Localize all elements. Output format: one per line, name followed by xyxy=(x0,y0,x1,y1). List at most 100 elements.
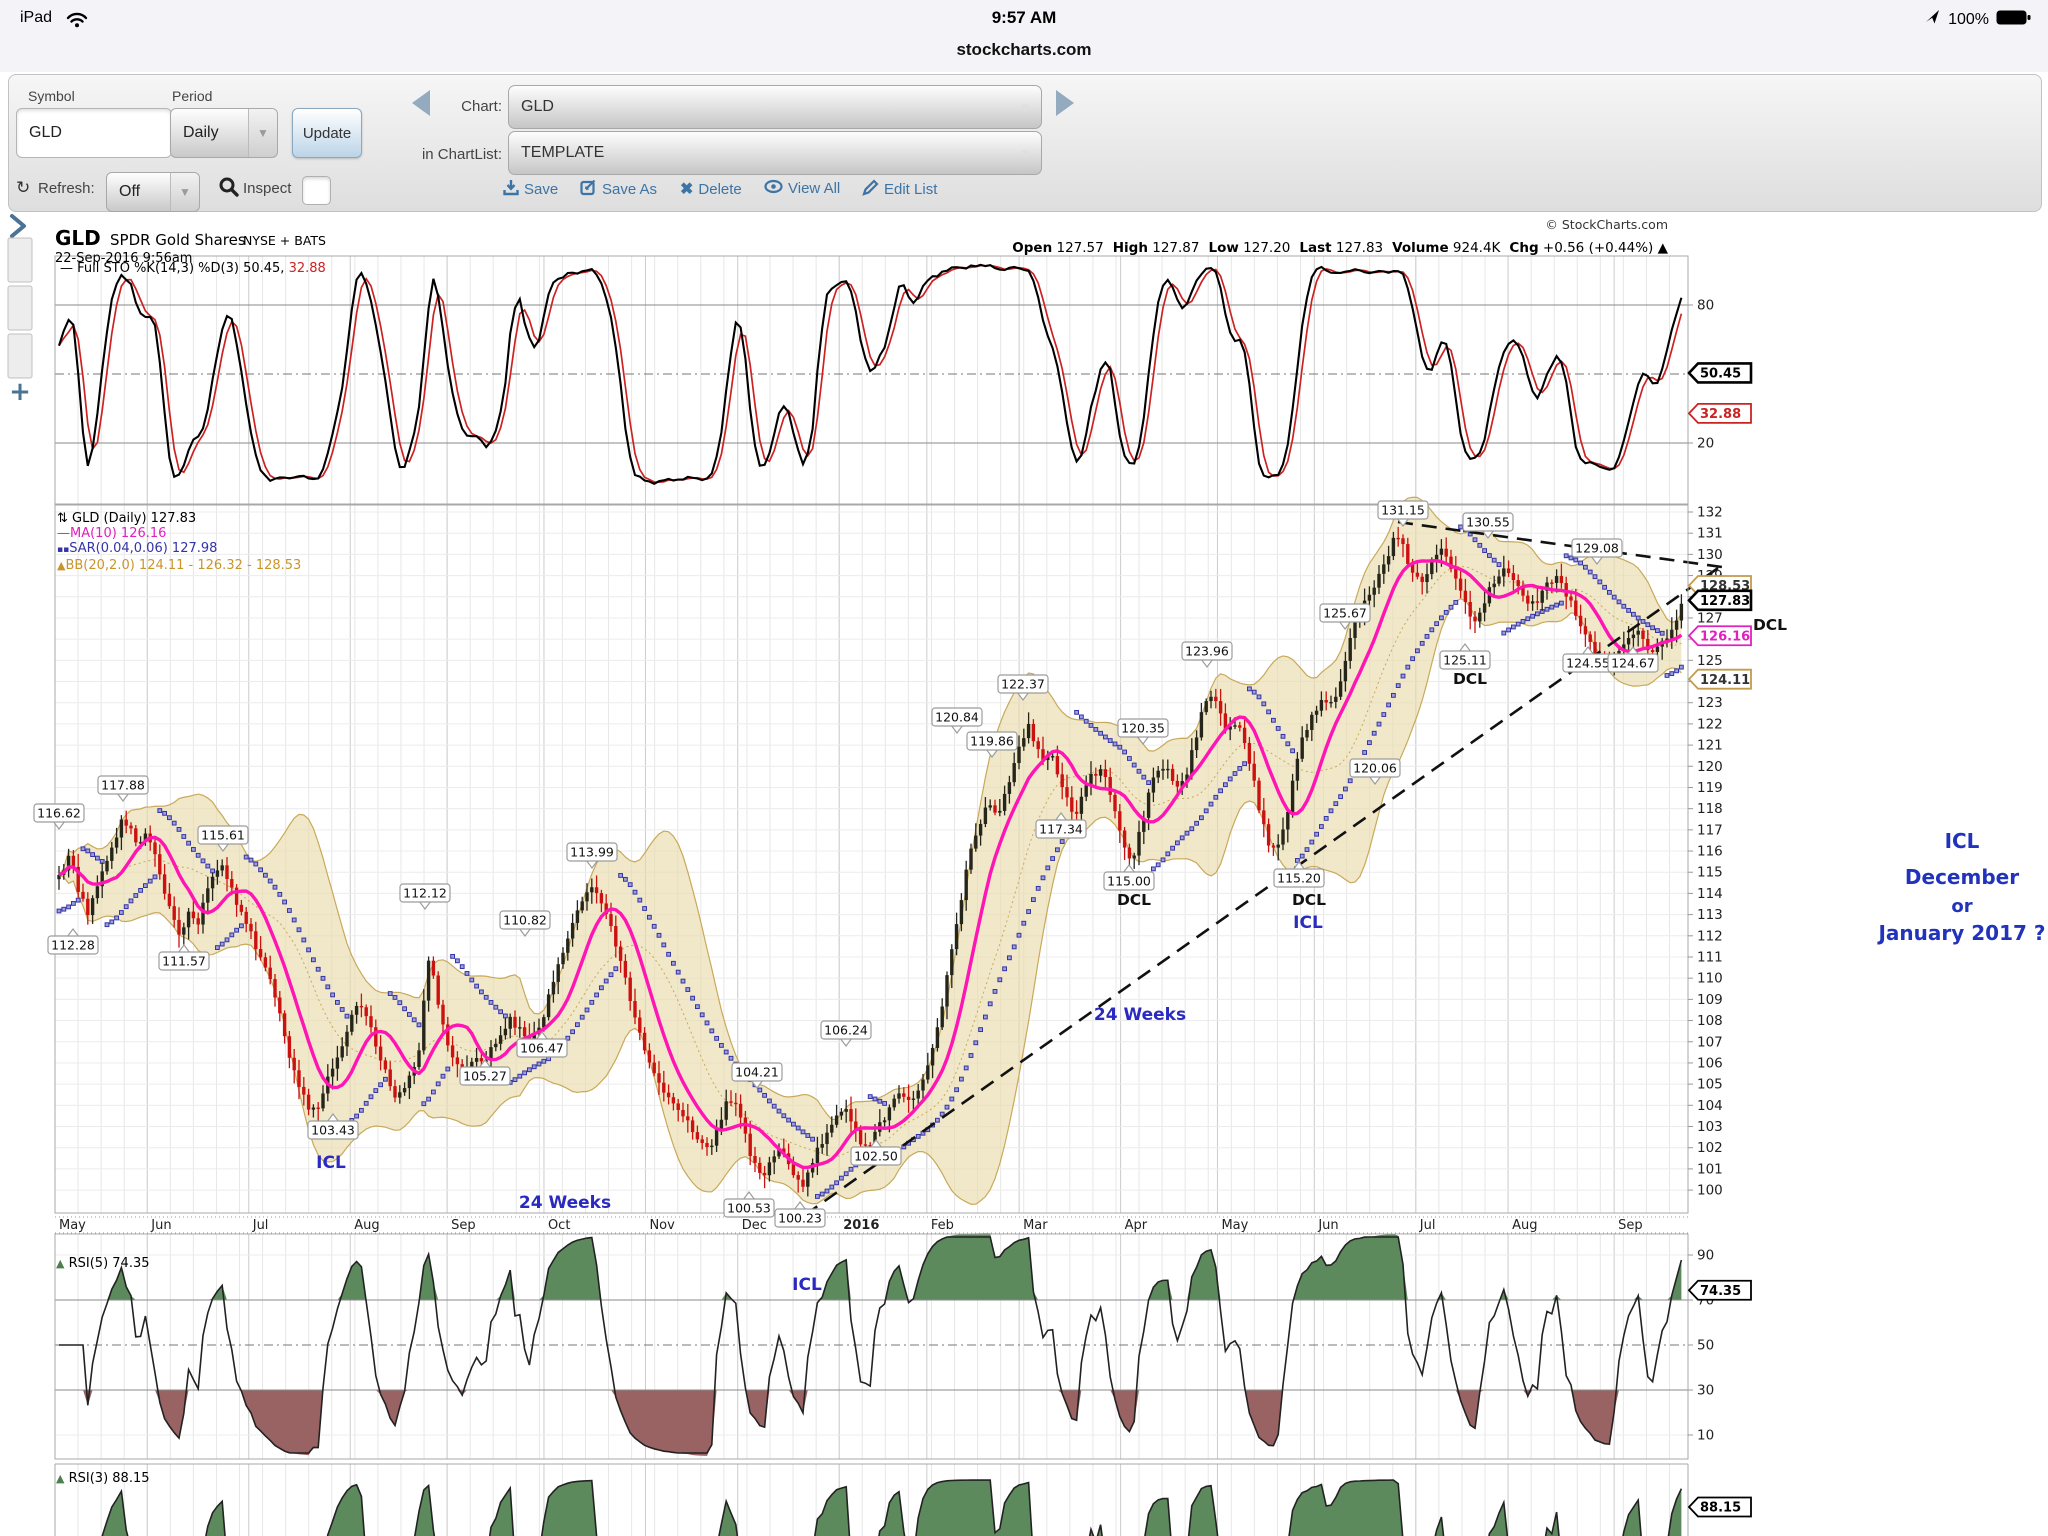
chartlist-select[interactable]: TEMPLATE ▼ xyxy=(508,131,1042,175)
svg-text:122.37: 122.37 xyxy=(1001,676,1045,691)
axis-value-flag xyxy=(1687,1279,1752,1301)
symbol-input[interactable]: GLD xyxy=(16,108,172,158)
month-label: Dec xyxy=(742,1218,767,1233)
delete-x-icon: ✖ xyxy=(680,181,694,198)
candlestick-icon: ⇅ xyxy=(57,511,68,526)
svg-text:112: 112 xyxy=(1697,928,1723,944)
svg-text:124.67: 124.67 xyxy=(1611,655,1655,670)
month-label: May xyxy=(1221,1218,1248,1233)
svg-text:125.11: 125.11 xyxy=(1443,652,1487,667)
month-label: Jun xyxy=(150,1218,171,1233)
magnifier-icon xyxy=(218,176,240,203)
line-swatch-icon: — xyxy=(60,261,73,276)
sidebar-slot[interactable] xyxy=(7,237,33,283)
view-all-button[interactable]: View All xyxy=(764,179,840,198)
svg-text:124.11: 124.11 xyxy=(1700,673,1750,688)
change-up-arrow: ▲ xyxy=(1657,240,1668,256)
svg-text:50.45: 50.45 xyxy=(1700,367,1741,382)
svg-text:103.43: 103.43 xyxy=(311,1122,355,1137)
rsi3-panel xyxy=(101,1479,1683,1536)
annotations: ICL 24 Weeks 24 Weeks ICL ICL DCL DCL DCL DCL ICL… xyxy=(316,616,2045,1295)
price-flag-label xyxy=(158,951,210,971)
save-as-button[interactable]: Save As xyxy=(580,179,657,200)
dcl-annotation: DCL xyxy=(1753,616,1787,634)
month-axis: May Jun Jul Aug Sep Oct Nov Dec 2016 Feb Mar Apr May… xyxy=(55,1216,1688,1234)
chart-company-name: SPDR Gold Shares xyxy=(110,231,246,249)
device-label: iPad xyxy=(20,9,53,26)
svg-text:102.50: 102.50 xyxy=(854,1148,898,1163)
svg-text:118: 118 xyxy=(1697,801,1723,817)
svg-text:104: 104 xyxy=(1697,1098,1723,1114)
chevron-down-icon: ▼ xyxy=(1019,99,1032,115)
trendlines xyxy=(804,520,1723,1217)
svg-text:105.27: 105.27 xyxy=(463,1068,507,1083)
price-flag-label xyxy=(566,842,618,862)
price-flag-label xyxy=(97,775,149,795)
dcl-annotation: DCL xyxy=(1292,891,1326,909)
svg-text:115: 115 xyxy=(1697,865,1723,881)
price-flag-label xyxy=(1035,819,1087,839)
next-chart-arrow[interactable] xyxy=(1056,90,1074,116)
svg-text:124.55: 124.55 xyxy=(1566,655,1610,670)
price-flag-label xyxy=(33,803,85,823)
prev-chart-arrow[interactable] xyxy=(412,90,430,116)
delete-button[interactable]: ✖ Delete xyxy=(680,180,742,199)
month-label: Sep xyxy=(1618,1218,1643,1233)
price-flag-label xyxy=(931,707,983,727)
pencil-icon xyxy=(862,179,879,200)
svg-text:125.67: 125.67 xyxy=(1323,605,1367,620)
sidebar-slot[interactable] xyxy=(7,333,33,379)
sidebar-expand-chevron-icon[interactable] xyxy=(10,214,26,238)
svg-text:113.99: 113.99 xyxy=(570,844,614,859)
chart-exchange: NYSE + BATS xyxy=(243,233,326,248)
update-button[interactable]: Update xyxy=(292,108,362,158)
month-label: Nov xyxy=(649,1218,675,1233)
sidebar-slot[interactable] xyxy=(7,285,33,331)
stochastic-legend: — Full STO %K(14,3) %D(3) 50.45, 32.88 xyxy=(60,261,326,276)
svg-text:30: 30 xyxy=(1697,1383,1714,1399)
svg-text:125: 125 xyxy=(1697,653,1723,669)
svg-text:130.55: 130.55 xyxy=(1466,514,1510,529)
chart-select[interactable]: GLD ▼ xyxy=(508,85,1042,129)
svg-text:121: 121 xyxy=(1697,738,1723,754)
save-button[interactable]: Save xyxy=(503,179,558,200)
price-flag-label xyxy=(47,935,99,955)
battery-percent: 100% xyxy=(1948,10,1989,28)
price-flag-label xyxy=(1273,868,1325,888)
refresh-icon: ↻ xyxy=(16,178,31,197)
svg-text:123.96: 123.96 xyxy=(1185,643,1229,658)
dcl-annotation: DCL xyxy=(1453,670,1487,688)
ios-status-bar: iPad 9:57 AM 100% xyxy=(0,0,2048,40)
month-label: Aug xyxy=(1512,1218,1537,1233)
axis-value-flag xyxy=(1687,1496,1752,1518)
price-flag-label xyxy=(1103,871,1155,891)
refresh-label: Refresh: xyxy=(38,180,95,197)
svg-text:101: 101 xyxy=(1697,1161,1723,1177)
svg-text:100.23: 100.23 xyxy=(778,1210,822,1225)
forecast-note-line: January 2017 ? xyxy=(1876,921,2045,945)
price-flag-label xyxy=(1607,653,1659,673)
month-label: Jun xyxy=(1317,1218,1338,1233)
svg-text:104.21: 104.21 xyxy=(735,1064,779,1079)
chart-datetime: 22-Sep-2016 9:56am xyxy=(55,251,193,266)
svg-text:108: 108 xyxy=(1697,1013,1723,1029)
stochastic-panel xyxy=(55,263,1688,486)
svg-text:119: 119 xyxy=(1697,780,1723,796)
price-flag-label xyxy=(307,1120,359,1140)
svg-text:110: 110 xyxy=(1697,971,1723,987)
svg-text:107: 107 xyxy=(1697,1034,1723,1050)
month-label: May xyxy=(59,1218,86,1233)
refresh-select[interactable]: Off ▼ xyxy=(106,172,200,212)
period-select[interactable]: Daily ▼ xyxy=(170,108,278,158)
sidebar-add-button[interactable]: + xyxy=(9,377,31,407)
area-icon: ▲ xyxy=(56,1472,65,1485)
svg-text:116: 116 xyxy=(1697,844,1723,860)
svg-text:112.12: 112.12 xyxy=(403,885,447,900)
price-flag-labels: 116.62 117.88 115.61 112.28 111.57 112.12 110.… xyxy=(33,500,1659,1228)
svg-text:120.84: 120.84 xyxy=(935,709,979,724)
price-flag-label xyxy=(1319,603,1371,623)
svg-text:126.16: 126.16 xyxy=(1700,629,1750,644)
forecast-note-line: or xyxy=(1951,896,1972,917)
inspect-checkbox[interactable] xyxy=(302,176,331,205)
edit-list-button[interactable]: Edit List xyxy=(862,179,937,200)
